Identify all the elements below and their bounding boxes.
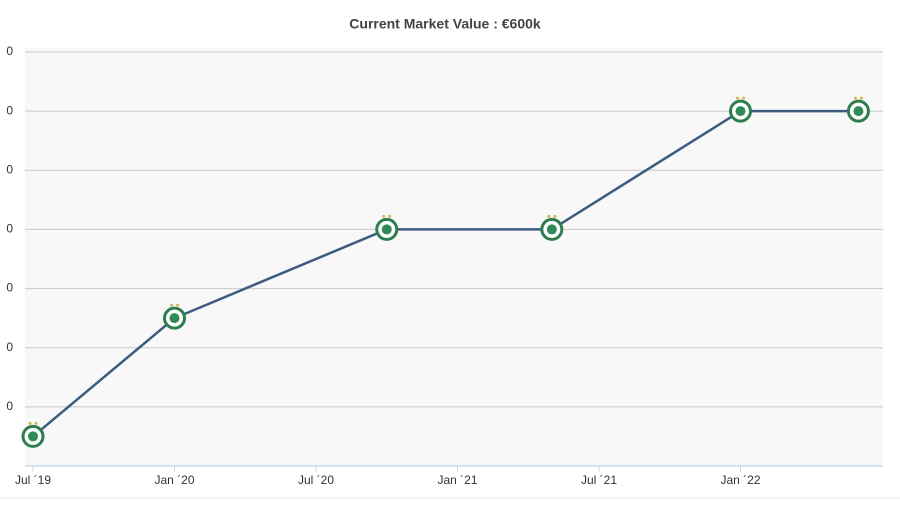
marker-star bbox=[859, 96, 863, 100]
club-marker bbox=[375, 214, 399, 241]
marker-star bbox=[553, 214, 557, 218]
marker-star bbox=[28, 421, 32, 425]
club-marker bbox=[21, 421, 45, 448]
x-tick-label: Jan ´22 bbox=[720, 473, 760, 487]
x-tick-label: Jan ´21 bbox=[437, 473, 477, 487]
marker-star bbox=[176, 303, 179, 307]
y-tick-label: 0 bbox=[6, 399, 13, 413]
marker-star bbox=[382, 214, 386, 218]
club-marker bbox=[846, 96, 870, 123]
y-tick-label: 0 bbox=[6, 44, 13, 58]
x-tick-label: Jan ´20 bbox=[154, 473, 194, 487]
club-marker bbox=[729, 96, 752, 123]
y-tick-label: 0 bbox=[6, 222, 13, 236]
x-tick-label: Jul ´21 bbox=[581, 473, 617, 487]
y-tick-label: 0 bbox=[6, 340, 13, 354]
marker-core bbox=[28, 431, 38, 442]
chart-title: Current Market Value : €600k bbox=[349, 16, 541, 32]
marker-star bbox=[736, 96, 739, 100]
marker-core bbox=[853, 106, 864, 117]
marker-star bbox=[853, 96, 857, 100]
club-marker bbox=[540, 214, 564, 241]
marker-core bbox=[381, 224, 392, 235]
marker-star bbox=[547, 214, 551, 218]
y-tick-label: 0 bbox=[6, 281, 13, 295]
x-tick-label: Jul ´20 bbox=[298, 473, 334, 487]
marker-core bbox=[546, 224, 557, 235]
marker-star bbox=[34, 421, 38, 425]
line bbox=[32, 109, 859, 438]
marker-core bbox=[735, 106, 746, 117]
marker-star bbox=[388, 214, 392, 218]
y-tick-label: 0 bbox=[6, 162, 13, 176]
marker-star bbox=[170, 303, 173, 307]
marker-core bbox=[169, 313, 180, 324]
club-marker bbox=[163, 303, 186, 330]
x-tick-label: Jul ´19 bbox=[15, 473, 51, 487]
marker-star bbox=[742, 96, 745, 100]
y-tick-label: 0 bbox=[6, 103, 13, 117]
